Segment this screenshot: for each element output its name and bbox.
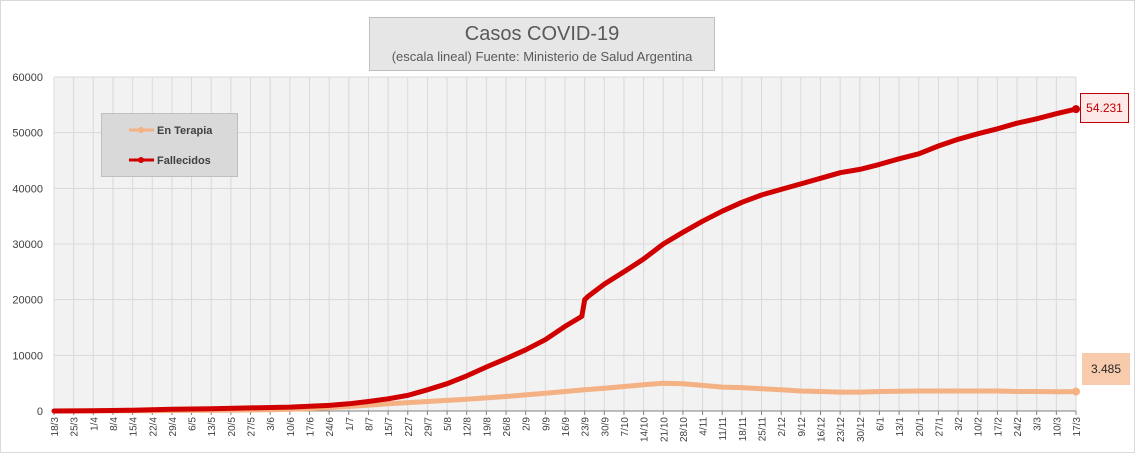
x-tick-label: 6/1: [875, 417, 886, 431]
series-line-fallecidos: [51, 106, 1079, 414]
legend-swatch-en-terapia: [129, 127, 154, 133]
y-tick-label: 30000: [12, 239, 43, 251]
legend: En Terapia Fallecidos: [101, 113, 238, 177]
x-tick-label: 7/10: [620, 417, 631, 437]
x-tick-label: 27/1: [934, 417, 945, 437]
x-tick-label: 8/7: [364, 417, 375, 431]
x-tick-label: 11/11: [718, 417, 729, 441]
x-tick-label: 29/7: [423, 417, 434, 437]
x-tick-label: 3/3: [1033, 417, 1044, 431]
x-tick-label: 10/6: [286, 417, 297, 437]
x-tick-label: 23/9: [581, 417, 592, 437]
x-tick-label: 13/1: [895, 417, 906, 437]
x-tick-label: 21/10: [659, 417, 670, 442]
chart-title-box: Casos COVID-19 (escala lineal) Fuente: M…: [369, 17, 715, 71]
x-tick-label: 18/3: [50, 417, 61, 437]
x-tick-label: 30/12: [856, 417, 867, 442]
chart-title: Casos COVID-19: [464, 23, 620, 45]
x-tick-label: 18/11: [738, 417, 749, 442]
x-tick-label: 8/4: [109, 417, 120, 431]
y-tick-label: 40000: [12, 183, 43, 195]
en-terapia-end-label: 3.485: [1082, 353, 1130, 385]
x-tick-label: 2/9: [522, 417, 533, 431]
series-endpoint-en-terapia: [1072, 387, 1080, 396]
legend-item-en-terapia: En Terapia: [102, 122, 239, 142]
y-tick-label: 0: [37, 406, 43, 418]
x-tick-label: 13/5: [207, 417, 218, 437]
y-tick-label: 60000: [12, 72, 43, 84]
x-tick-label: 10/3: [1052, 417, 1063, 437]
x-tick-label: 27/5: [247, 417, 258, 437]
x-tick-label: 24/2: [1013, 417, 1024, 437]
y-tick-label: 10000: [12, 350, 43, 362]
series-endpoint-fallecidos: [1072, 105, 1080, 114]
x-tick-label: 28/10: [679, 417, 690, 442]
x-tick-label: 15/4: [129, 417, 140, 437]
x-tick-label: 5/8: [443, 417, 454, 431]
legend-item-fallecidos: Fallecidos: [102, 152, 239, 172]
x-tick-label: 17/3: [1072, 417, 1083, 437]
x-tick-label: 1/4: [89, 417, 100, 431]
y-tick-label: 20000: [12, 295, 43, 307]
legend-label-fallecidos: Fallecidos: [157, 155, 211, 167]
x-tick-label: 22/4: [148, 417, 159, 437]
x-tick-label: 23/12: [836, 417, 847, 442]
x-tick-label: 17/2: [993, 417, 1004, 437]
x-tick-label: 4/11: [699, 417, 710, 436]
x-tick-label: 25/3: [70, 417, 81, 437]
x-tick-label: 25/11: [758, 417, 769, 442]
x-tick-label: 9/9: [541, 417, 552, 431]
legend-label-en-terapia: En Terapia: [157, 125, 213, 137]
x-tick-label: 9/12: [797, 417, 808, 437]
x-tick-label: 17/6: [306, 417, 317, 437]
x-tick-label: 15/7: [384, 417, 395, 437]
x-tick-label: 30/9: [600, 417, 611, 437]
x-tick-label: 22/7: [404, 417, 415, 437]
x-tick-label: 14/10: [640, 417, 651, 442]
x-tick-label: 29/4: [168, 417, 179, 437]
x-tick-label: 24/6: [325, 417, 336, 437]
x-tick-label: 2/12: [777, 417, 788, 437]
legend-swatch-fallecidos: [129, 157, 154, 163]
y-tick-label: 50000: [12, 128, 43, 140]
x-tick-label: 20/5: [227, 417, 238, 437]
x-tick-label: 10/2: [974, 417, 985, 437]
x-tick-label: 3/6: [266, 417, 277, 431]
chart-subtitle: (escala lineal) Fuente: Ministerio de Sa…: [391, 49, 693, 64]
x-tick-label: 16/12: [817, 417, 828, 442]
x-tick-label: 1/7: [345, 417, 356, 431]
x-tick-label: 16/9: [561, 417, 572, 437]
x-tick-label: 12/8: [463, 417, 474, 437]
fallecidos-end-label: 54.231: [1080, 93, 1129, 123]
x-tick-label: 26/8: [502, 417, 513, 437]
x-tick-label: 3/2: [954, 417, 965, 431]
x-tick-label: 20/1: [915, 417, 926, 437]
x-tick-label: 19/8: [482, 417, 493, 437]
x-tick-label: 6/5: [188, 417, 199, 431]
